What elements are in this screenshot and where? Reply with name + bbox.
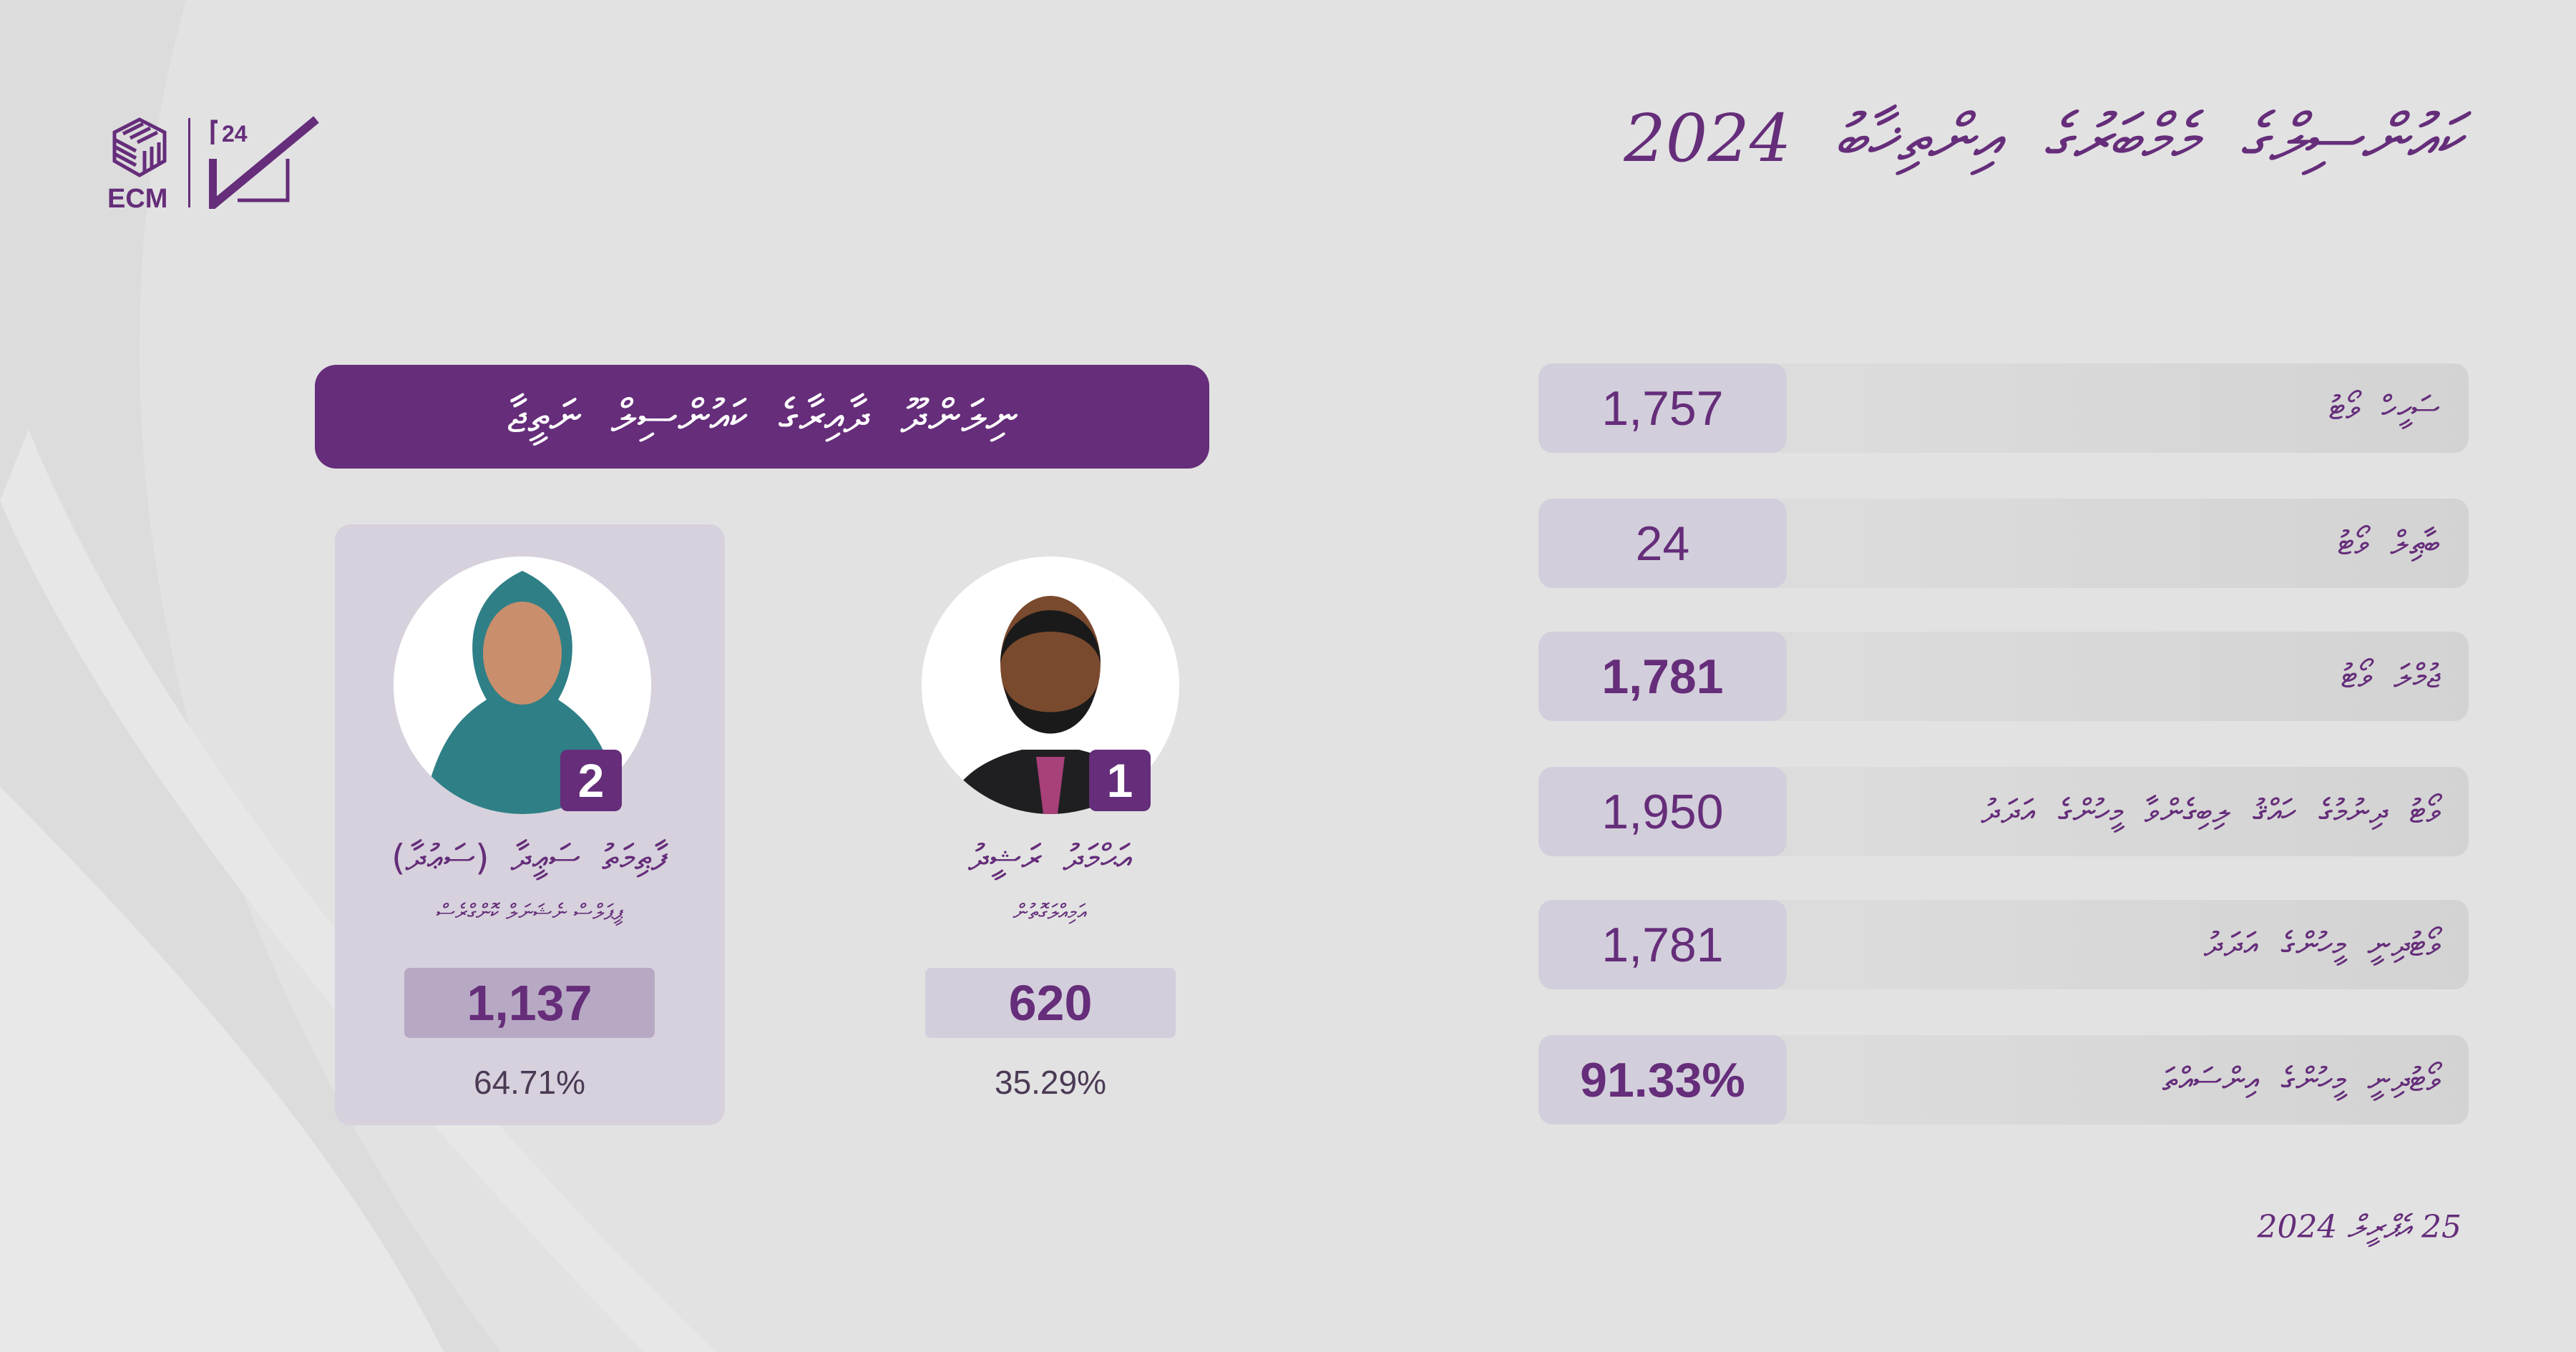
- page-title: ކައުންސިލްގެ މެމްބަރުގެ އިންތިޚާބު 2024: [1624, 100, 2462, 177]
- election-logo: 24: [208, 116, 323, 215]
- candidate-votes: 1,137: [404, 968, 655, 1038]
- stat-value: 1,757: [1538, 363, 1787, 453]
- stat-row-voters-count: 1,781 ވޯޓުދިނީ މީހުންގެ އަދަދު: [1538, 900, 2469, 989]
- stat-label: ސަހީހް ވޯޓު: [2328, 388, 2440, 427]
- stat-label: ވޯޓު ދިނުމުގެ ހައްޤު ލިބިގެންވާ މީހުންގެ…: [1981, 791, 2440, 831]
- candidate-votes: 620: [925, 968, 1176, 1038]
- ecm-cube-icon: [112, 117, 167, 177]
- stat-row-turnout: 91.33% ވޯޓުދިނީ މީހުންގެ އިންސައްތަ: [1538, 1035, 2469, 1125]
- date: 25 އެޕްރީލް 2024: [2257, 1209, 2462, 1245]
- stat-value: 24: [1538, 499, 1787, 588]
- candidate-percent: 35.29%: [994, 1064, 1106, 1101]
- logo-year-mark: 24: [222, 121, 248, 147]
- constituency-banner: ނިލަންދޫ ދާއިރާގެ ކައުންސިލް ނަތީޖާ: [315, 365, 1209, 469]
- stat-row-total-votes: 1,781 ޖުމްލަ ވޯޓު: [1538, 632, 2469, 721]
- stat-value: 1,950: [1538, 767, 1787, 856]
- candidate-number-badge: 1: [1089, 750, 1151, 811]
- stat-label: ޖުމްލަ ވޯޓު: [2341, 656, 2440, 695]
- stat-label: ވޯޓުދިނީ މީހުންގެ އަދަދު: [2203, 924, 2440, 964]
- stat-row-invalid-votes: 24 ބާޠިލް ވޯޓު: [1538, 499, 2469, 588]
- logo-divider: [188, 118, 190, 207]
- ecm-logo: ECM: [107, 111, 179, 218]
- candidate-party: ޕީޕަލްސް ނެޝަނަލް ކޮންގްރެސް: [436, 900, 624, 925]
- stat-row-eligible-voters: 1,950 ވޯޓު ދިނުމުގެ ހައްޤު ލިބިގެންވާ މީ…: [1538, 767, 2469, 856]
- stat-value: 1,781: [1538, 632, 1787, 721]
- candidate-number-badge: 2: [560, 750, 622, 811]
- candidate-name: އަޙްމަދު ރަޝީދު: [968, 837, 1131, 878]
- stat-value: 1,781: [1538, 900, 1787, 989]
- candidate-name: ފާޠިމަތު ސަޢީދާ (ސަޢުދާ): [391, 837, 668, 878]
- stat-row-valid-votes: 1,757 ސަހީހް ވޯޓު: [1538, 363, 2469, 453]
- candidate-percent: 64.71%: [473, 1064, 585, 1101]
- stat-label: ވޯޓުދިނީ މީހުންގެ އިންސައްތަ: [2162, 1059, 2440, 1099]
- banner-title: ނިލަންދޫ ދާއިރާގެ ކައުންސިލް ނަތީޖާ: [507, 390, 1018, 444]
- candidate-party: އަމިއްލަގޮތުން: [1013, 900, 1087, 925]
- stat-label: ބާޠިލް ވޯޓު: [2337, 523, 2440, 562]
- stat-value: 91.33%: [1538, 1035, 1787, 1125]
- ecm-logo-text: ECM: [107, 184, 168, 214]
- candidate-photo: [394, 557, 651, 814]
